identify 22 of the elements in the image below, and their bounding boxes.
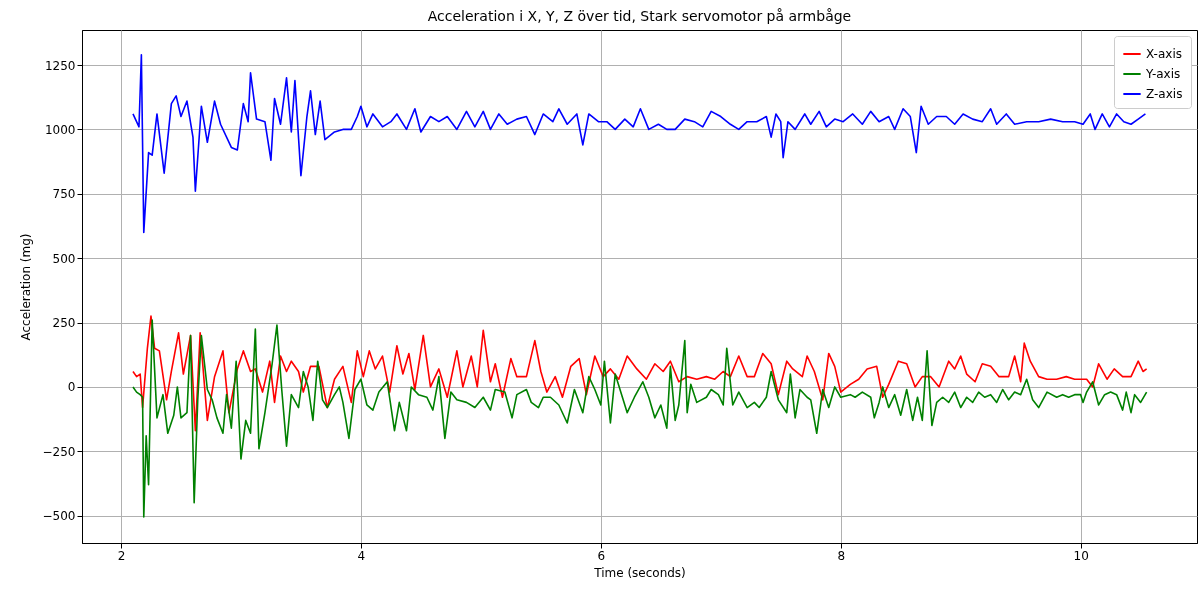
x-tick-label: 10 [1073, 548, 1089, 563]
x-axis-title: Time (seconds) [593, 565, 686, 580]
y-axis-title: Acceleration (mg) [18, 233, 33, 341]
y-tick-label: 1000 [44, 122, 76, 137]
x-tick-label: 6 [597, 548, 606, 563]
y-tick-label: 1250 [44, 58, 76, 73]
line-series [132, 315, 1148, 432]
legend-label: Y-axis [1145, 67, 1181, 81]
x-tick-label: 8 [837, 548, 846, 563]
y-tick-label: −250 [42, 444, 76, 459]
line-series [132, 53, 1147, 234]
y-tick-label: 500 [52, 251, 76, 266]
x-tick-label: 4 [357, 548, 366, 563]
y-tick-label: 250 [52, 316, 76, 331]
x-tick-label: 2 [117, 548, 126, 563]
y-tick-label: −500 [42, 509, 76, 524]
legend-label: X-axis [1146, 47, 1182, 61]
line-series [132, 319, 1148, 518]
y-tick-label: 0 [67, 380, 76, 395]
y-tick-label: 750 [52, 187, 76, 202]
chart-title: Acceleration i X, Y, Z över tid, Stark servomotor på armbåge [427, 8, 852, 24]
legend-label: Z-axis [1146, 87, 1183, 101]
